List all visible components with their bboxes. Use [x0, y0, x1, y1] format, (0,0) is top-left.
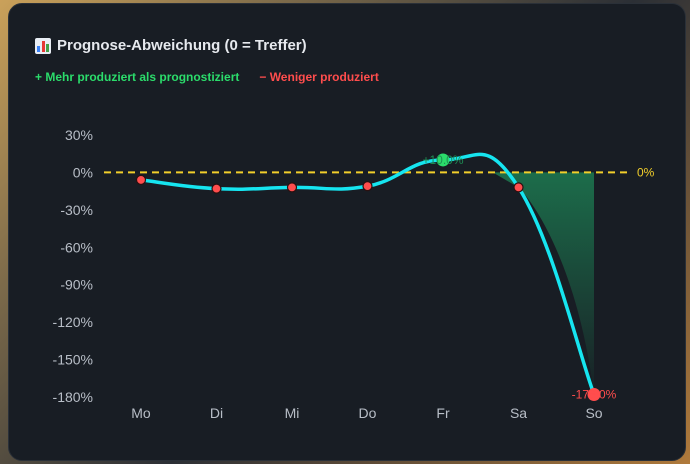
x-tick-label: So [585, 405, 602, 421]
data-point [436, 153, 450, 167]
y-tick-label: -150% [53, 352, 93, 368]
series-line [139, 152, 596, 397]
y-tick-label: -120% [53, 314, 93, 330]
y-tick-label: 30% [65, 127, 93, 143]
x-tick-label: Sa [510, 405, 527, 421]
data-point [211, 183, 222, 194]
data-point [286, 182, 298, 193]
x-tick-label: Mo [131, 405, 151, 421]
data-point [587, 388, 601, 402]
x-tick-label: Mi [285, 405, 300, 421]
data-point [513, 182, 524, 193]
y-tick-label: 0% [73, 164, 93, 180]
bar-chart-icon [35, 37, 51, 54]
y-tick-label: -60% [60, 239, 93, 255]
x-tick-label: Do [359, 405, 377, 421]
y-tick-label: -180% [53, 389, 93, 405]
data-label: +10.0% [422, 153, 463, 167]
y-tick-label: -30% [60, 202, 93, 218]
data-point [135, 174, 147, 186]
area-fill [492, 172, 594, 395]
zero-line-label: 0% [637, 165, 655, 179]
legend-negative: − Weniger produziert [259, 70, 379, 84]
data-point [362, 181, 373, 192]
legend: + Mehr produziert als prognostiziert − W… [35, 70, 379, 84]
x-tick-label: Di [210, 405, 223, 421]
legend-positive: + Mehr produziert als prognostiziert [35, 70, 240, 84]
y-tick-label: -90% [60, 277, 93, 293]
x-tick-label: Fr [436, 405, 450, 421]
chart-title-row: Prognose-Abweichung (0 = Treffer) [35, 37, 307, 54]
chart-title: Prognose-Abweichung (0 = Treffer) [57, 37, 307, 54]
data-label: -178.0% [572, 388, 617, 402]
